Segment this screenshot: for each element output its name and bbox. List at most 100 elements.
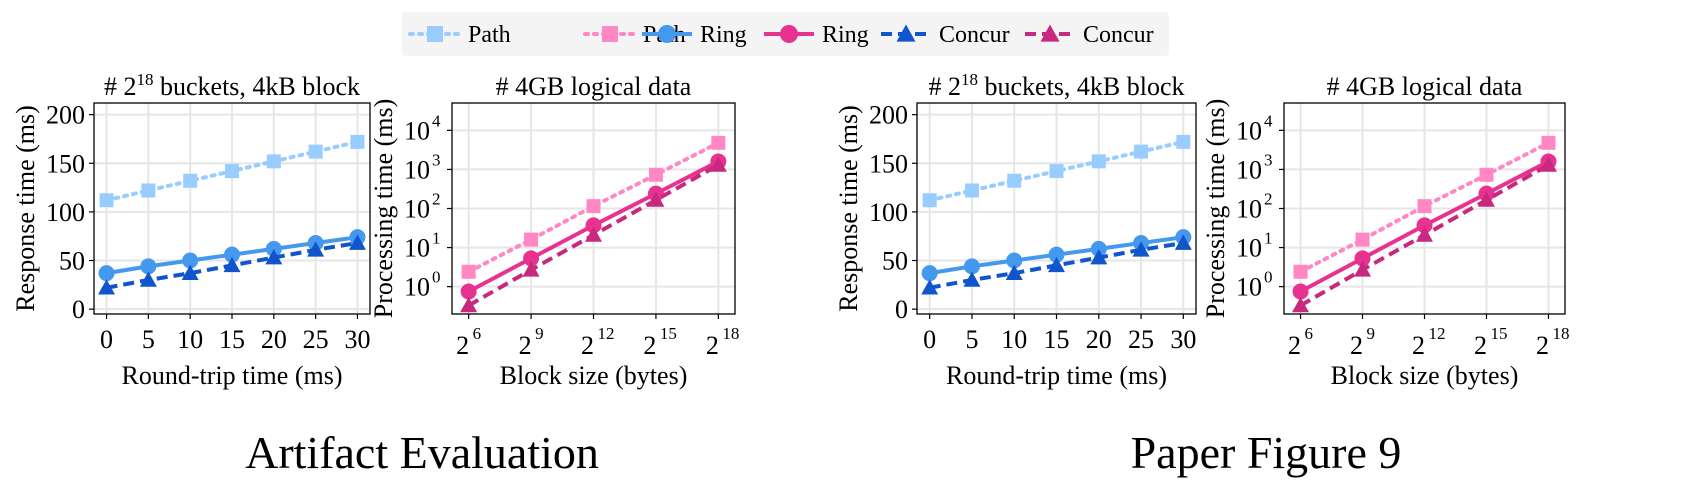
data-point (1293, 264, 1308, 279)
x-axis-label: Round-trip time (ms) (946, 361, 1167, 390)
data-point (181, 264, 199, 280)
data-point (1048, 246, 1065, 263)
y-tick-exponent: 3 (1264, 150, 1273, 169)
legend-item: Path (408, 22, 511, 48)
x-tick-label: 15 (1044, 325, 1070, 354)
caption-artifact-evaluation: Artifact Evaluation (245, 427, 599, 478)
data-point (224, 246, 240, 263)
y-axis-label: Response time (ms) (11, 105, 40, 312)
data-point (586, 199, 601, 214)
series-concur (98, 234, 366, 295)
y-tick-label: 0 (72, 295, 85, 324)
x-tick-exponent: 6 (473, 324, 482, 343)
data-point (1416, 217, 1433, 234)
legend-marker (658, 25, 676, 43)
chart-title: # 218 buckets, 4kB block (104, 70, 360, 101)
y-tick-exponent: 2 (1264, 190, 1273, 209)
data-point (183, 173, 198, 188)
legend-marker (780, 25, 798, 43)
legend-item: Concur (881, 22, 1010, 48)
series-ring (921, 229, 1192, 282)
legend-marker (1040, 24, 1060, 42)
y-tick-label: 10 (404, 234, 430, 263)
legend-label: Concur (939, 22, 1010, 48)
data-point (225, 164, 239, 179)
data-point (460, 296, 478, 313)
data-point (1292, 296, 1310, 313)
x-tick-label: 0 (923, 325, 936, 354)
data-point (1174, 234, 1192, 250)
data-point (348, 234, 366, 250)
series-concur (460, 156, 727, 313)
legend-marker (896, 24, 916, 42)
data-point (1132, 241, 1150, 257)
y-tick-label: 50 (882, 247, 908, 276)
data-point (1006, 252, 1023, 269)
y-tick-exponent: 0 (432, 268, 441, 287)
y-tick-label: 10 (1236, 273, 1262, 302)
x-tick-label: 2 (1350, 331, 1363, 360)
series-ring (1292, 153, 1557, 300)
data-point (522, 261, 540, 277)
x-tick-label: 0 (100, 325, 113, 354)
data-point (1292, 283, 1309, 300)
data-point (1477, 191, 1495, 207)
data-point (98, 279, 116, 295)
x-tick-label: 20 (261, 325, 287, 354)
x-tick-label: 2 (519, 331, 532, 360)
legend: PathPathRingRingConcurConcur (402, 12, 1169, 56)
data-point (963, 271, 981, 287)
data-point (647, 191, 665, 207)
y-tick-exponent: 2 (432, 190, 441, 209)
data-point (141, 183, 156, 198)
series-line (1298, 140, 1551, 274)
data-point (921, 279, 939, 295)
x-tick-label: 2 (1474, 331, 1487, 360)
data-point (1049, 164, 1064, 179)
x-tick-label: 2 (706, 331, 719, 360)
data-point (964, 183, 979, 198)
data-point (523, 250, 540, 267)
data-point (307, 241, 325, 257)
data-point (1090, 240, 1107, 257)
data-point (1417, 199, 1432, 214)
legend-item: Ring (764, 22, 869, 48)
y-tick-label: 100 (46, 198, 85, 227)
x-tick-label: 10 (177, 325, 203, 354)
x-tick-exponent: 18 (722, 324, 739, 343)
legend-label: Ring (700, 22, 747, 48)
data-point (98, 265, 115, 282)
y-tick-label: 200 (869, 101, 908, 130)
x-tick-label: 15 (219, 325, 245, 354)
x-tick-exponent: 15 (1490, 324, 1507, 343)
data-point (921, 265, 938, 282)
data-point (99, 193, 114, 208)
legend-label: Ring (822, 22, 869, 48)
data-point (585, 226, 602, 242)
series-line (466, 140, 721, 274)
data-point (1048, 256, 1065, 273)
data-point (1416, 226, 1433, 242)
y-axis-label: Processing time (ms) (369, 99, 398, 319)
data-point (350, 134, 365, 149)
x-tick-label: 2 (643, 331, 656, 360)
data-point (461, 264, 476, 279)
x-tick-exponent: 6 (1305, 324, 1314, 343)
x-tick-exponent: 9 (1367, 324, 1376, 343)
x-tick-label: 5 (965, 325, 978, 354)
x-tick-exponent: 12 (598, 324, 615, 343)
y-tick-label: 10 (404, 195, 430, 224)
x-tick-exponent: 18 (1552, 324, 1569, 343)
x-tick-label: 2 (581, 331, 594, 360)
x-tick-exponent: 15 (660, 324, 677, 343)
y-tick-label: 10 (1236, 155, 1262, 184)
data-point (460, 283, 477, 300)
chart-title: # 218 buckets, 4kB block (928, 70, 1184, 101)
data-point (963, 258, 980, 275)
legend-item: Concur (1025, 22, 1154, 48)
series-path (461, 135, 726, 279)
data-point (585, 217, 602, 234)
y-tick-label: 10 (404, 155, 430, 184)
y-axis-label: Response time (ms) (834, 105, 863, 312)
